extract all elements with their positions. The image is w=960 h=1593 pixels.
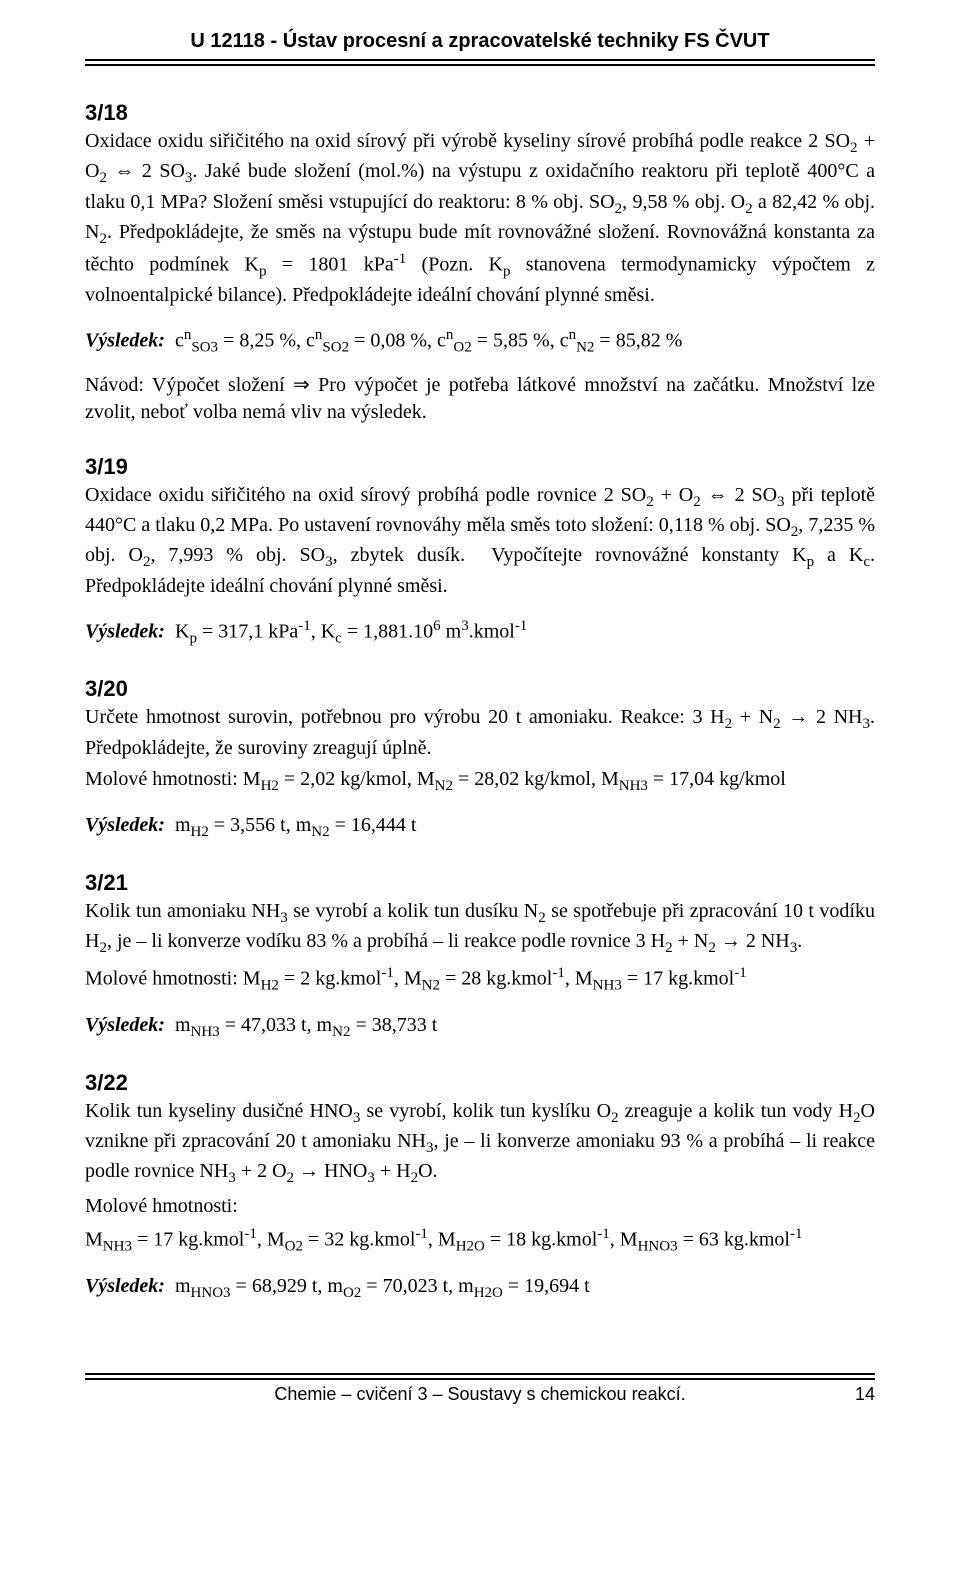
footer-center-text: Chemie – cvičení 3 – Soustavy s chemicko… bbox=[125, 1384, 835, 1405]
result-label: Výsledek: bbox=[85, 620, 165, 642]
page-header: U 12118 - Ústav procesní a zpracovatelsk… bbox=[85, 30, 875, 53]
problem-masses: Molové hmotnosti: MH2 = 2,02 kg/kmol, MN… bbox=[85, 766, 875, 796]
problem-masses: Molové hmotnosti: MH2 = 2 kg.kmol-1, MN2… bbox=[85, 963, 875, 996]
problem-masses-label: Molové hmotnosti: bbox=[85, 1193, 875, 1220]
problem-body: Oxidace oxidu siřičitého na oxid sírový … bbox=[85, 482, 875, 600]
problem-hint: Návod: Výpočet složení ⇒ Pro výpočet je … bbox=[85, 372, 875, 426]
problem-body: Oxidace oxidu siřičitého na oxid sírový … bbox=[85, 128, 875, 309]
page-footer: Chemie – cvičení 3 – Soustavy s chemicko… bbox=[85, 1373, 875, 1405]
problem-result: Výsledek: Kp = 317,1 kPa-1, Kc = 1,881.1… bbox=[85, 616, 875, 649]
problem-number: 3/20 bbox=[85, 676, 875, 702]
problem-result: Výsledek: cnSO3 = 8,25 %, cnSO2 = 0,08 %… bbox=[85, 325, 875, 358]
problem-body: Kolik tun amoniaku NH3 se vyrobí a kolik… bbox=[85, 898, 875, 959]
result-label: Výsledek: bbox=[85, 1014, 165, 1036]
footer-left bbox=[85, 1384, 125, 1405]
footer-rule-1 bbox=[85, 1373, 875, 1375]
header-title: U 12118 - Ústav procesní a zpracovatelsk… bbox=[190, 30, 769, 52]
result-label: Výsledek: bbox=[85, 814, 165, 836]
footer-page-number: 14 bbox=[835, 1384, 875, 1405]
problem-result: Výsledek: mNH3 = 47,033 t, mN2 = 38,733 … bbox=[85, 1012, 875, 1042]
problem-number: 3/19 bbox=[85, 454, 875, 480]
problem-masses: MNH3 = 17 kg.kmol-1, MO2 = 32 kg.kmol-1,… bbox=[85, 1224, 875, 1257]
header-rule-1 bbox=[85, 59, 875, 61]
footer-rule-2 bbox=[85, 1378, 875, 1380]
header-rule-2 bbox=[85, 64, 875, 66]
problem-result: Výsledek: mHNO3 = 68,929 t, mO2 = 70,023… bbox=[85, 1273, 875, 1303]
result-label: Výsledek: bbox=[85, 330, 165, 352]
result-label: Výsledek: bbox=[85, 1275, 165, 1297]
problem-body: Kolik tun kyseliny dusičné HNO3 se vyrob… bbox=[85, 1098, 875, 1189]
problem-number: 3/21 bbox=[85, 870, 875, 896]
problem-number: 3/22 bbox=[85, 1070, 875, 1096]
page: U 12118 - Ústav procesní a zpracovatelsk… bbox=[0, 0, 960, 1445]
problem-number: 3/18 bbox=[85, 100, 875, 126]
problem-body: Určete hmotnost surovin, potřebnou pro v… bbox=[85, 704, 875, 761]
footer-row: Chemie – cvičení 3 – Soustavy s chemicko… bbox=[85, 1384, 875, 1405]
problem-result: Výsledek: mH2 = 3,556 t, mN2 = 16,444 t bbox=[85, 812, 875, 842]
